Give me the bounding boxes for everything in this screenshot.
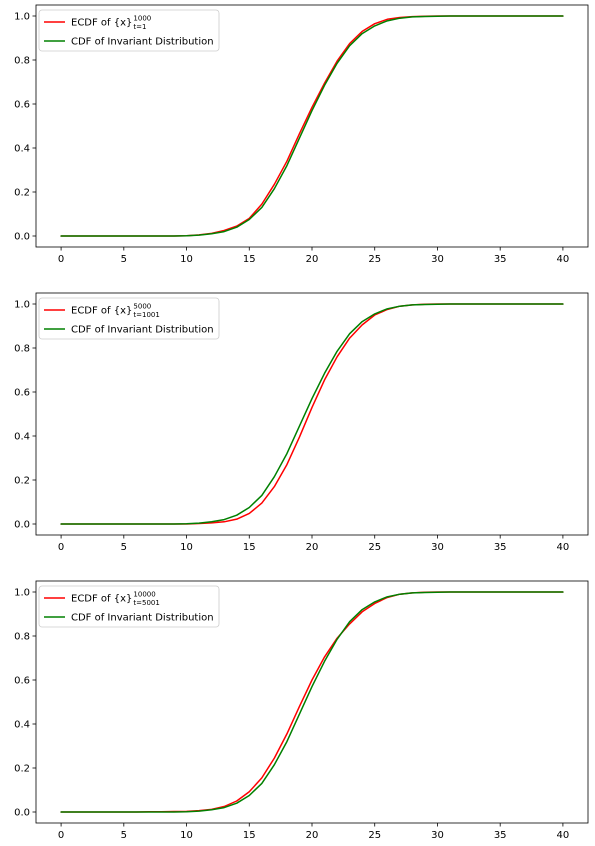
x-tick-label: 25 [368,542,381,553]
x-tick-label: 15 [243,254,256,265]
x-tick-label: 15 [243,830,256,841]
y-tick-label: 0.8 [14,56,30,67]
x-tick-label: 20 [306,542,319,553]
x-tick-label: 30 [431,254,444,265]
legend-entry: ECDF of {x}1000 [71,15,151,29]
legend-entry-text: ECDF of {x} [71,594,132,605]
x-tick-label: 20 [306,254,319,265]
x-tick-label: 10 [180,542,193,553]
chart-panel-3: 0 5 10 15 20 25 30 35 40 0.0 0.2 0.4 0.6 0.8 1.0 ECDF o… [14,580,589,841]
x-tick-label: 35 [494,830,507,841]
legend-subscript: t=1 [133,23,146,31]
x-tick-label: 35 [494,542,507,553]
y-tick-label: 0.4 [14,144,30,155]
y-tick-label: 1.0 [14,300,30,311]
legend-entry-text: CDF of Invariant Distribution [71,613,214,624]
x-tick-label: 10 [180,254,193,265]
legend-superscript: 5000 [133,303,151,311]
x-tick-label: 0 [58,830,64,841]
legend-entry: ECDF of {x}10000 [71,591,156,605]
x-tick-label: 40 [557,830,570,841]
x-tick-label: 0 [58,254,64,265]
chart-panel-1: 0 5 10 15 20 25 30 35 40 0.0 0.2 0.4 0.6 0.8 1.0 ECDF o… [14,4,589,265]
y-tick-label: 0.0 [14,232,30,243]
y-tick-label: 1.0 [14,588,30,599]
legend-entry-text: ECDF of {x} [71,18,132,29]
x-tick-label: 35 [494,254,507,265]
series-line-cdf [60,591,564,813]
x-tick-label: 30 [431,542,444,553]
legend-entry-text: ECDF of {x} [71,306,132,317]
legend-box [38,585,220,628]
x-tick-label: 30 [431,830,444,841]
x-tick-label: 5 [121,830,127,841]
series-line-cdf [60,303,564,525]
legend-box [38,9,220,52]
x-tick-label: 10 [180,830,193,841]
legend-entry: CDF of Invariant Distribution [71,37,214,48]
x-tick-label: 20 [306,830,319,841]
series-line-cdf [60,15,564,237]
legend-entry-text: CDF of Invariant Distribution [71,37,214,48]
y-tick-label: 0.0 [14,520,30,531]
x-tick-label: 0 [58,542,64,553]
legend-entry: CDF of Invariant Distribution [71,325,214,336]
legend-superscript: 10000 [133,591,155,599]
y-tick-label: 0.6 [14,388,30,399]
legend-subscript: t=5001 [133,599,159,607]
y-tick-label: 0.6 [14,100,30,111]
y-tick-label: 0.2 [14,764,30,775]
x-tick-label: 5 [121,542,127,553]
x-tick-label: 25 [368,254,381,265]
x-tick-label: 40 [557,254,570,265]
legend-superscript: 1000 [133,15,151,23]
legend-entry: CDF of Invariant Distribution [71,613,214,624]
x-tick-label: 25 [368,830,381,841]
y-tick-label: 0.0 [14,808,30,819]
y-tick-label: 0.8 [14,344,30,355]
y-tick-label: 1.0 [14,12,30,23]
y-tick-label: 0.2 [14,476,30,487]
y-tick-label: 0.2 [14,188,30,199]
legend-box [38,297,220,340]
chart-panel-2: 0 5 10 15 20 25 30 35 40 0.0 0.2 0.4 0.6 0.8 1.0 ECDF o… [14,292,589,553]
legend-entry: ECDF of {x}5000 [71,303,151,317]
legend-subscript: t=1001 [133,311,159,319]
x-tick-label: 15 [243,542,256,553]
y-tick-label: 0.6 [14,676,30,687]
legend-entry-text: CDF of Invariant Distribution [71,325,214,336]
y-tick-label: 0.4 [14,720,30,731]
y-tick-label: 0.4 [14,432,30,443]
y-tick-label: 0.8 [14,632,30,643]
x-tick-label: 5 [121,254,127,265]
x-tick-label: 40 [557,542,570,553]
